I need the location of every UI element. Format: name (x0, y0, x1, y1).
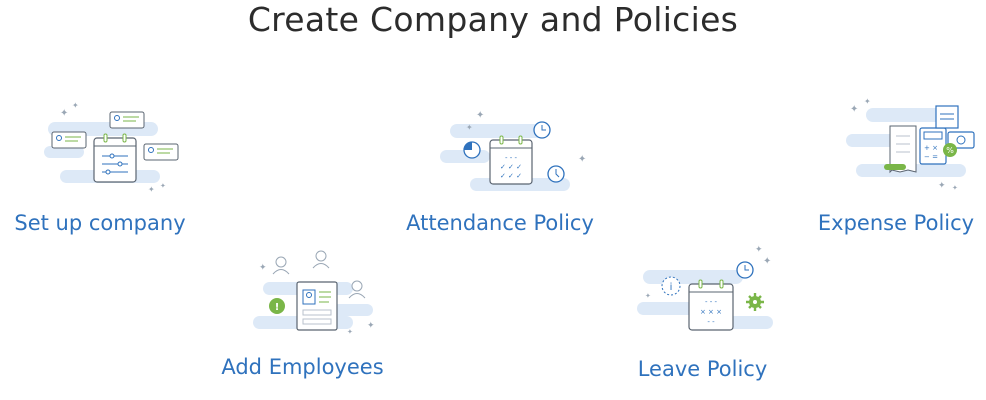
attendance-policy-card[interactable]: ✦ ✦ ✦ - - - ✓ ✓ ✓ ✓ ✓ ✓ Attendance Polic… (390, 100, 610, 236)
leave-policy-label[interactable]: Leave Policy (637, 357, 768, 381)
expense-policy-label[interactable]: Expense Policy (817, 211, 975, 235)
expense-calculator-icon: ✦ ✦ ✦ ✦ + × − = % (846, 97, 975, 192)
attendance-calendar-icon: ✦ ✦ ✦ - - - ✓ ✓ ✓ ✓ ✓ ✓ (440, 110, 586, 191)
set-up-company-label[interactable]: Set up company (14, 211, 186, 235)
svg-text:✦: ✦ (347, 328, 353, 336)
add-employees-card[interactable]: ✦ ✦ ✦ ! Add Employees (205, 250, 400, 380)
svg-text:✦: ✦ (148, 185, 155, 194)
svg-text:✦: ✦ (864, 97, 871, 106)
svg-text:✦: ✦ (60, 108, 68, 119)
page-title: Create Company and Policies (247, 0, 739, 39)
svg-text:✦: ✦ (763, 256, 771, 267)
svg-text:✓ ✓ ✓: ✓ ✓ ✓ (500, 163, 522, 171)
svg-text:✦: ✦ (466, 123, 473, 132)
company-setup-icon: ✦ ✦ ✦ ✦ (44, 101, 179, 194)
leave-calendar-icon: ✦ ✦ ✦ i - - - × × × - - (636, 245, 773, 331)
svg-text:✦: ✦ (160, 182, 166, 190)
svg-text:× × ×: × × × (699, 308, 721, 316)
svg-text:✦: ✦ (578, 154, 586, 165)
add-employees-icon: ✦ ✦ ✦ ! (252, 250, 375, 336)
leave-policy-card[interactable]: ✦ ✦ ✦ i - - - × × × - - Leave Policy (620, 240, 785, 382)
expense-policy-card[interactable]: ✦ ✦ ✦ ✦ + × − = % Expense Policy (806, 97, 986, 236)
svg-text:✦: ✦ (476, 110, 484, 121)
svg-text:✦: ✦ (367, 321, 375, 331)
svg-text:- -: - - (707, 318, 715, 326)
attendance-policy-label[interactable]: Attendance Policy (406, 211, 594, 235)
svg-text:✦: ✦ (755, 245, 763, 255)
svg-text:%: % (946, 146, 954, 155)
svg-text:- - -: - - - (704, 298, 717, 306)
svg-text:✦: ✦ (850, 104, 858, 115)
svg-text:− =: − = (924, 153, 938, 161)
svg-text:✦: ✦ (952, 184, 958, 192)
svg-text:- - -: - - - (505, 154, 518, 162)
svg-text:✦: ✦ (645, 292, 651, 300)
svg-text:✓ ✓ ✓: ✓ ✓ ✓ (500, 172, 522, 180)
svg-text:i: i (669, 282, 672, 293)
set-up-company-card[interactable]: ✦ ✦ ✦ ✦ Set up company (0, 100, 200, 236)
svg-text:+ ×: + × (924, 144, 938, 152)
svg-text:✦: ✦ (938, 181, 946, 191)
svg-text:✦: ✦ (259, 263, 267, 273)
svg-text:!: ! (274, 302, 279, 313)
svg-text:✦: ✦ (72, 101, 79, 110)
add-employees-label[interactable]: Add Employees (221, 355, 384, 379)
